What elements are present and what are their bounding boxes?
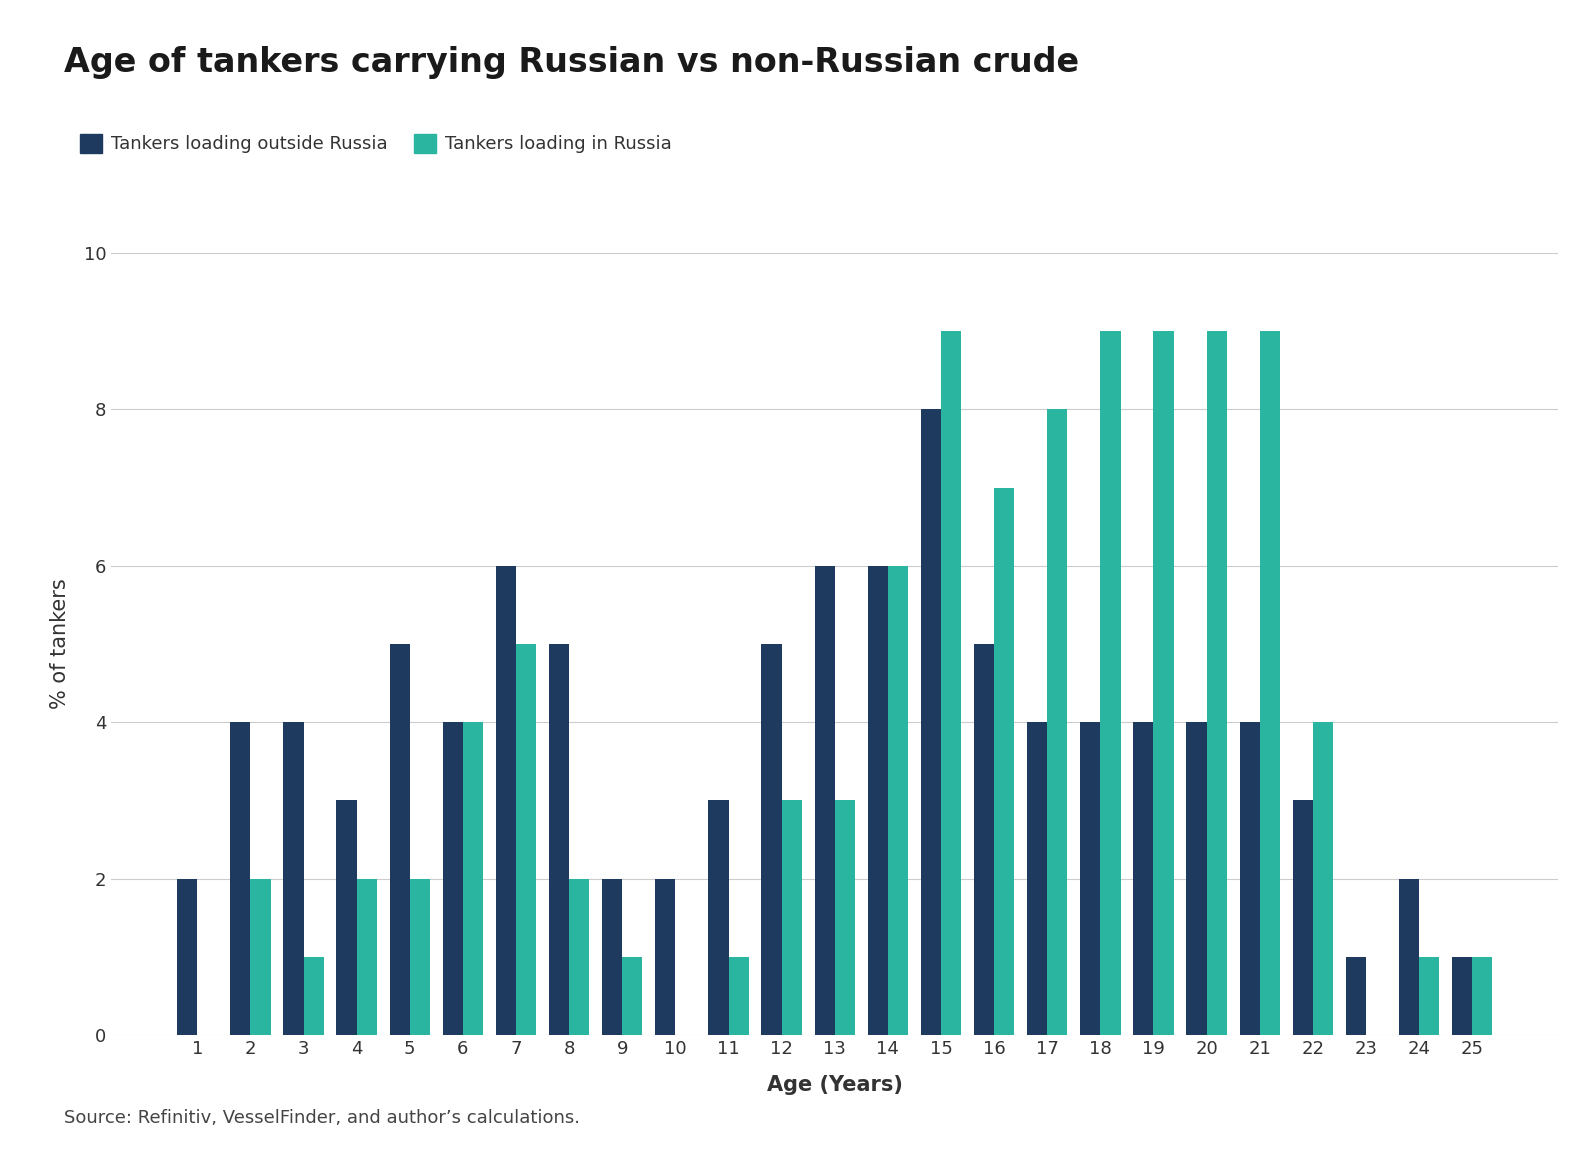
Bar xyxy=(176,879,197,1035)
Bar xyxy=(410,879,429,1035)
Bar xyxy=(1313,722,1332,1035)
Bar xyxy=(1134,722,1153,1035)
Bar xyxy=(1345,957,1366,1035)
Bar xyxy=(1472,957,1493,1035)
Bar xyxy=(390,644,410,1035)
Bar xyxy=(1420,957,1439,1035)
Bar xyxy=(1240,722,1259,1035)
Bar xyxy=(1186,722,1207,1035)
Bar xyxy=(1293,800,1313,1035)
Bar xyxy=(835,800,855,1035)
Bar xyxy=(1080,722,1100,1035)
Text: Age of tankers carrying Russian vs non-Russian crude: Age of tankers carrying Russian vs non-R… xyxy=(64,46,1078,79)
Bar xyxy=(975,644,994,1035)
Bar xyxy=(1048,409,1067,1035)
Bar xyxy=(283,722,304,1035)
Bar xyxy=(603,879,622,1035)
Bar xyxy=(1207,331,1227,1035)
Bar xyxy=(921,409,941,1035)
Bar xyxy=(1100,331,1121,1035)
Y-axis label: % of tankers: % of tankers xyxy=(49,578,70,710)
Bar xyxy=(356,879,377,1035)
Bar xyxy=(622,957,642,1035)
Bar xyxy=(782,800,801,1035)
Bar xyxy=(655,879,676,1035)
Bar xyxy=(1153,331,1173,1035)
Bar xyxy=(1399,879,1420,1035)
Bar xyxy=(549,644,569,1035)
Bar xyxy=(1027,722,1048,1035)
Bar xyxy=(1259,331,1280,1035)
Bar xyxy=(337,800,356,1035)
Bar xyxy=(708,800,728,1035)
Bar xyxy=(463,722,483,1035)
Bar xyxy=(231,722,250,1035)
Bar xyxy=(442,722,463,1035)
Bar xyxy=(994,488,1014,1035)
Bar xyxy=(1452,957,1472,1035)
Legend: Tankers loading outside Russia, Tankers loading in Russia: Tankers loading outside Russia, Tankers … xyxy=(73,126,679,161)
Bar xyxy=(941,331,962,1035)
Bar xyxy=(250,879,270,1035)
Bar xyxy=(887,566,908,1035)
Bar xyxy=(569,879,590,1035)
Bar xyxy=(728,957,749,1035)
Bar xyxy=(762,644,782,1035)
Bar xyxy=(814,566,835,1035)
Bar xyxy=(496,566,517,1035)
Bar xyxy=(868,566,887,1035)
X-axis label: Age (Years): Age (Years) xyxy=(766,1074,903,1095)
Text: Source: Refinitiv, VesselFinder, and author’s calculations.: Source: Refinitiv, VesselFinder, and aut… xyxy=(64,1109,580,1127)
Bar xyxy=(517,644,536,1035)
Bar xyxy=(304,957,324,1035)
